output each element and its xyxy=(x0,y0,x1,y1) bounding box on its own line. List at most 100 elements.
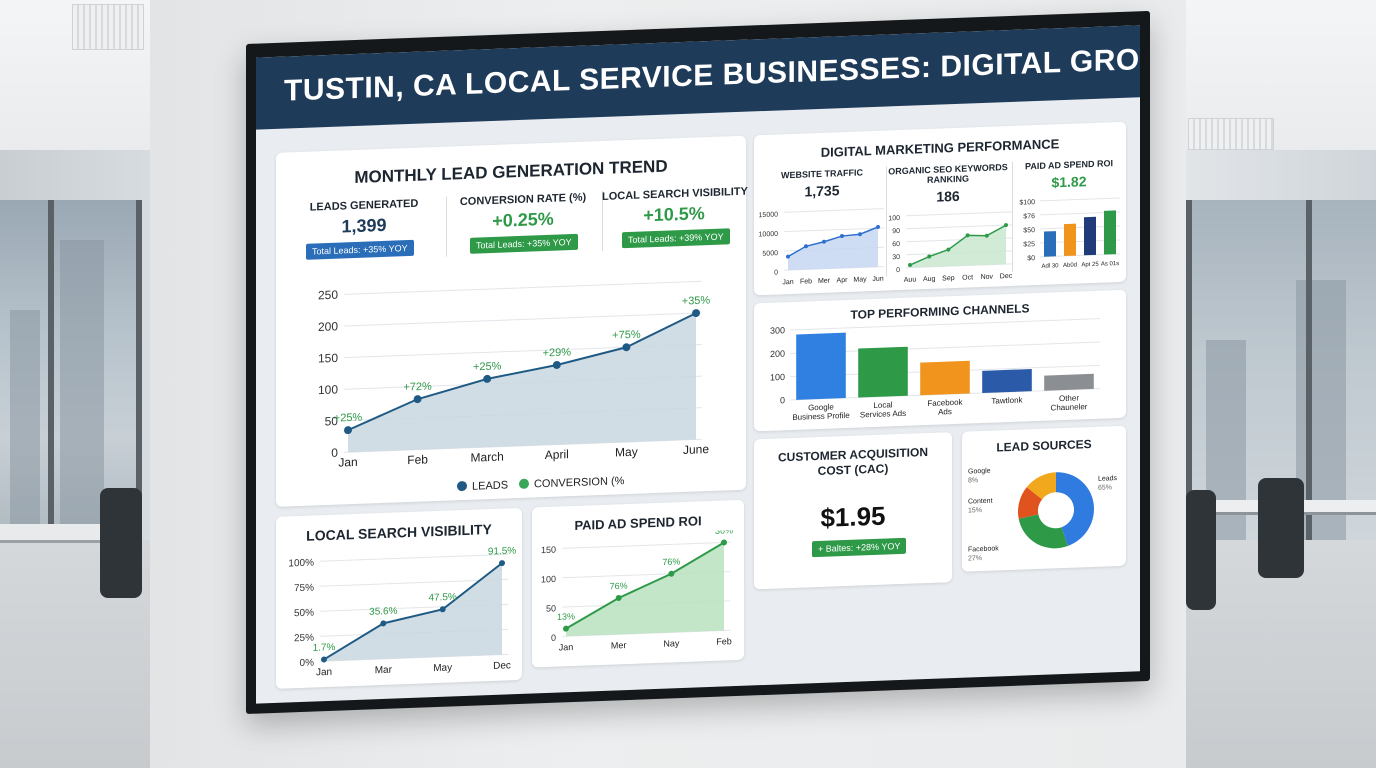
x-tick-label: Oct xyxy=(962,274,973,281)
y-tick-label: $100 xyxy=(1019,199,1035,207)
slice-value: 65% xyxy=(1098,484,1112,492)
bar xyxy=(858,346,908,398)
x-tick-label: Mer xyxy=(611,640,626,651)
data-point xyxy=(615,594,622,601)
website-traffic-chart: 0 5000 10000 15000 Jan Feb Mer Apr May Jun xyxy=(759,208,884,286)
kpi-label: WEBSITE TRAFFIC xyxy=(781,167,863,181)
x-tick-label: Aug xyxy=(923,276,936,283)
window-mullion xyxy=(1186,200,1192,540)
x-tick-label: Mar xyxy=(375,665,393,677)
data-point xyxy=(721,539,727,546)
y-tick-label: 50 xyxy=(325,414,339,428)
x-tick-label: Adl 30 xyxy=(1041,263,1059,270)
x-tick-label: Facebook xyxy=(927,398,963,408)
legend-label: LEADS xyxy=(472,479,508,492)
kpi-value: 186 xyxy=(936,187,960,205)
x-tick-label: Local xyxy=(873,400,892,410)
x-tick-label: Ab0d xyxy=(1063,263,1077,270)
city-building xyxy=(10,310,40,540)
data-point xyxy=(668,570,675,577)
x-tick-label: Apr xyxy=(837,277,849,284)
paid-ad-roi-mini-chart: $0 $25 $50 $76 $100 Adl 30 Ab0d Apt 25 As 01s xyxy=(1019,197,1120,270)
data-label: 91.5% xyxy=(488,546,516,558)
slice-value: 27% xyxy=(968,555,982,563)
organic-seo-chart: 0 30 60 90 100 Auu Aug Sep Oct Nov Dec xyxy=(888,211,1013,284)
divider xyxy=(886,166,887,277)
window-mullion xyxy=(1306,200,1312,540)
data-label: 1.7% xyxy=(313,642,336,654)
x-tick-label: Dec xyxy=(493,660,511,672)
data-point xyxy=(344,426,352,435)
x-tick-label: Nay xyxy=(663,638,679,649)
gridline xyxy=(562,541,730,549)
kpi-label: PAID AD SPEND ROI xyxy=(1024,158,1113,172)
data-label: 47.5% xyxy=(428,592,456,604)
x-tick-label: May xyxy=(853,276,867,284)
slice-value: 15% xyxy=(968,507,982,515)
x-tick-label: Jan xyxy=(782,279,793,286)
window-mullion xyxy=(136,200,142,540)
data-point xyxy=(804,244,808,249)
ceiling-vent xyxy=(72,4,144,50)
kpi-label: CONVERSION RATE (%) xyxy=(459,191,587,209)
legend-marker xyxy=(457,481,467,492)
ceiling-vent xyxy=(1188,118,1274,150)
office-chair xyxy=(100,488,142,598)
dashboard-title: TUSTIN, CA LOCAL SERVICE BUSINESSES: DIG… xyxy=(284,33,1140,108)
x-tick-label: Jan xyxy=(316,667,332,679)
x-tick-label: Feb xyxy=(716,636,732,647)
slice-value: 8% xyxy=(968,477,978,484)
kpi-value: +10.5% xyxy=(643,203,705,226)
x-tick-label: March xyxy=(471,450,504,465)
y-tick-label: 300 xyxy=(770,325,785,336)
slice-label: Facebook xyxy=(968,545,999,553)
kpi-value: $1.82 xyxy=(1051,173,1087,191)
donut-slice xyxy=(1018,487,1043,519)
gridline xyxy=(1040,197,1120,202)
gridline xyxy=(344,280,702,295)
y-tick-label: 100 xyxy=(541,574,556,585)
data-point xyxy=(786,254,790,259)
y-tick-label: $50 xyxy=(1023,227,1035,234)
y-tick-label: 90 xyxy=(892,228,900,235)
data-label: +75% xyxy=(612,329,641,342)
x-tick-label: Mer xyxy=(818,278,831,285)
office-chair xyxy=(1186,490,1216,610)
window-left xyxy=(0,200,142,540)
x-tick-label: Ads xyxy=(938,407,952,417)
series-line xyxy=(347,312,697,432)
data-point xyxy=(380,620,387,627)
y-tick-label: 100% xyxy=(288,558,314,570)
kpi-value: 1,399 xyxy=(341,214,387,237)
gridline xyxy=(784,208,884,213)
area-fill xyxy=(788,226,878,271)
x-tick-label: Jun xyxy=(872,276,883,283)
data-label: +25% xyxy=(473,360,502,373)
y-tick-label: 150 xyxy=(318,351,338,366)
donut-slice xyxy=(1056,472,1094,547)
data-point xyxy=(563,625,569,632)
series-line xyxy=(909,224,1007,266)
gridline xyxy=(906,224,1012,230)
bar xyxy=(1084,216,1096,256)
bar xyxy=(982,369,1032,394)
data-point xyxy=(622,343,631,352)
gridline xyxy=(790,318,1100,331)
data-point xyxy=(552,360,561,369)
gridline xyxy=(344,312,702,327)
series-line xyxy=(787,226,879,258)
gridline xyxy=(320,553,508,562)
x-tick-label: Feb xyxy=(800,278,812,285)
y-tick-label: 25% xyxy=(294,633,314,645)
x-tick-label: May xyxy=(615,445,638,460)
y-tick-label: 100 xyxy=(888,215,900,222)
legend-label: CONVERSION (% xyxy=(534,475,625,490)
data-point xyxy=(984,233,989,238)
paid-roi-chart: 0 50 100 150 13% 76% 76% 36% Jan Mer Nay Feb xyxy=(541,530,733,653)
data-point xyxy=(439,606,446,613)
slice-label: Content xyxy=(968,498,993,506)
data-point xyxy=(965,233,970,238)
data-label: +35% xyxy=(682,295,711,308)
slice-label: Google xyxy=(968,468,991,476)
